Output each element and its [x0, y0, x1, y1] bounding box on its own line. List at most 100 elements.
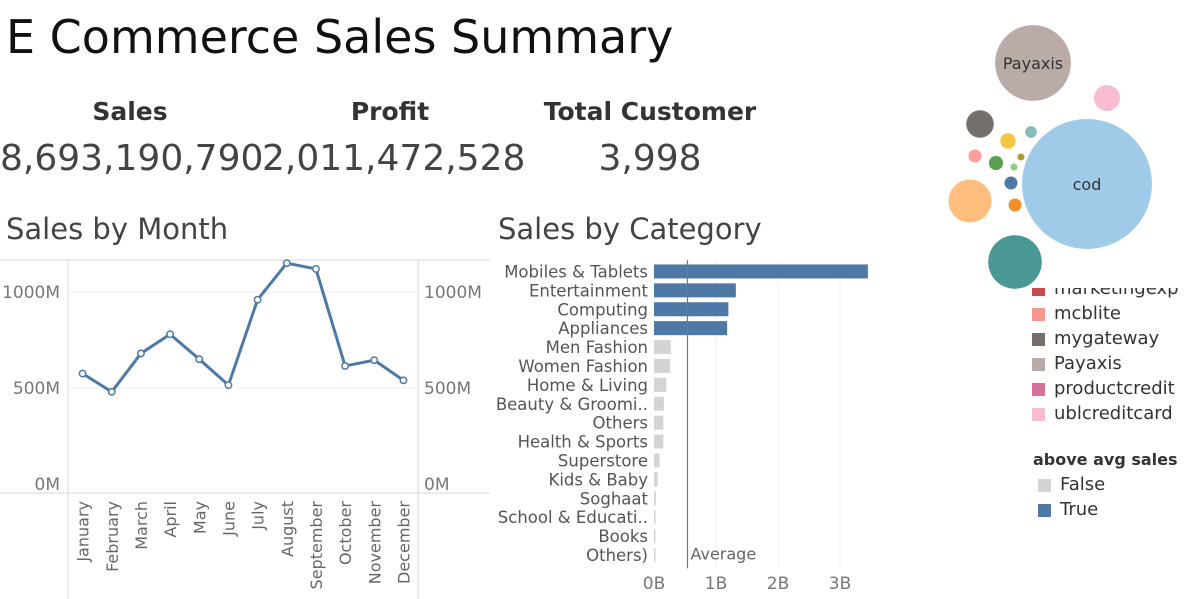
y-tick-label-left: 500M — [13, 379, 60, 399]
category-label: Superstore — [558, 451, 648, 470]
category-bar[interactable] — [654, 547, 656, 562]
x-tick-label: February — [103, 501, 122, 572]
x-tick-label: April — [161, 501, 180, 538]
category-bar[interactable] — [654, 529, 656, 544]
payment-legend-item[interactable]: ublcreditcard — [1032, 401, 1179, 426]
category-bar[interactable] — [654, 321, 728, 336]
y-tick-label-left: 0M — [35, 475, 60, 495]
payment-legend-item[interactable]: Payaxis — [1032, 351, 1179, 376]
x-tick-label: 3B — [829, 574, 851, 594]
category-bar[interactable] — [654, 340, 671, 355]
kpi-customer-value: 3,998 — [598, 138, 702, 179]
payment-bubble[interactable] — [1000, 133, 1016, 149]
legend-swatch — [1038, 503, 1051, 517]
y-tick-label-right: 1000M — [424, 283, 482, 303]
payment-legend-item[interactable]: mygateway — [1032, 326, 1179, 351]
legend-label: marketingexp — [1054, 288, 1179, 299]
category-bar[interactable] — [654, 491, 656, 506]
category-bar[interactable] — [654, 415, 664, 430]
y-tick-label-left: 1000M — [2, 283, 60, 303]
payment-method-legend[interactable]: marketingexp mcblite mygateway Payaxis produ… — [1032, 288, 1192, 438]
category-label: Computing — [557, 300, 648, 319]
line-point[interactable] — [224, 381, 233, 390]
line-point[interactable] — [282, 259, 291, 268]
payment-legend-item[interactable]: marketingexp — [1032, 288, 1179, 301]
x-tick-label: October — [336, 501, 355, 565]
line-point[interactable] — [136, 349, 145, 358]
line-point[interactable] — [78, 369, 87, 378]
legend-swatch — [1032, 382, 1045, 396]
legend-swatch — [1032, 307, 1045, 321]
x-tick-label: 1B — [705, 574, 727, 594]
payment-bubble[interactable] — [995, 25, 1071, 101]
category-bar[interactable] — [654, 510, 656, 525]
payment-bubble[interactable] — [948, 179, 992, 223]
category-label: Others — [593, 414, 648, 433]
category-bar[interactable] — [654, 453, 660, 468]
bubble-label: Payaxis — [1003, 54, 1063, 73]
sales-line[interactable] — [81, 261, 405, 394]
legend-label: mcblite — [1054, 303, 1121, 324]
above-avg-legend-item[interactable]: True — [1038, 497, 1105, 522]
line-point[interactable] — [399, 376, 408, 385]
category-bar[interactable] — [654, 396, 664, 411]
line-point[interactable] — [311, 265, 320, 273]
category-bar[interactable] — [654, 358, 671, 373]
x-tick-label: December — [394, 501, 413, 584]
line-point[interactable] — [341, 361, 350, 370]
category-label: Mobiles & Tablets — [504, 262, 648, 281]
category-label: Health & Sports — [518, 433, 648, 452]
x-tick-label: November — [365, 501, 384, 585]
category-bar[interactable] — [654, 302, 729, 317]
legend-label: Payaxis — [1054, 353, 1122, 374]
legend-swatch — [1032, 407, 1045, 421]
payment-bubble[interactable] — [968, 149, 982, 163]
bubble-label: cod — [1073, 175, 1102, 194]
payment-bubble[interactable] — [988, 235, 1042, 289]
average-label: Average — [690, 545, 756, 564]
kpi-customer-label: Total Customer — [543, 97, 757, 126]
payment-bubble[interactable] — [1017, 153, 1025, 161]
category-label: Beauty & Groomi.. — [496, 395, 648, 414]
category-bar[interactable] — [654, 377, 667, 392]
x-tick-label: May — [190, 501, 209, 534]
kpi-profit-label: Profit — [350, 97, 430, 126]
category-label: Men Fashion — [546, 338, 648, 357]
x-tick-label: 2B — [767, 574, 789, 594]
category-label: Appliances — [558, 319, 648, 338]
payment-bubble[interactable] — [1025, 126, 1037, 138]
payment-legend-item[interactable]: productcredit — [1032, 376, 1179, 401]
legend-label: False — [1060, 474, 1106, 495]
payment-legend-item[interactable]: mcblite — [1032, 301, 1179, 326]
payment-method-bubble-chart[interactable]: Payaxis cod — [920, 0, 1192, 300]
category-label: Kids & Baby — [549, 470, 649, 489]
above-avg-legend-item[interactable]: False — [1038, 472, 1105, 497]
category-bar[interactable] — [654, 472, 658, 487]
legend-label: ublcreditcard — [1054, 403, 1173, 424]
sales-by-category-chart[interactable]: Mobiles & TabletsEntertainmentComputingA… — [490, 250, 910, 599]
line-point[interactable] — [253, 295, 262, 304]
line-point[interactable] — [107, 387, 116, 396]
category-bar[interactable] — [654, 264, 868, 279]
sales-by-month-chart[interactable]: 0M 0M 500M 500M 1000M 1000M January February Mar… — [0, 250, 490, 599]
line-point[interactable] — [370, 356, 379, 365]
above-avg-legend[interactable]: False True — [1038, 472, 1105, 522]
legend-swatch — [1032, 332, 1045, 346]
x-tick-label: July — [249, 501, 268, 531]
payment-bubble[interactable] — [1094, 85, 1120, 111]
line-point[interactable] — [166, 330, 175, 339]
line-point[interactable] — [195, 355, 204, 364]
category-bar[interactable] — [654, 434, 664, 449]
category-bar[interactable] — [654, 283, 736, 298]
dashboard-title: E Commerce Sales Summary — [6, 10, 674, 64]
payment-bubble[interactable] — [966, 110, 994, 138]
payment-bubble[interactable] — [1022, 119, 1152, 249]
category-label: School & Educati.. — [498, 508, 648, 527]
y-tick-label-right: 500M — [424, 379, 471, 399]
payment-bubble[interactable] — [988, 155, 1004, 171]
legend-label: mygateway — [1054, 328, 1160, 349]
payment-bubble[interactable] — [1004, 176, 1018, 190]
payment-bubble[interactable] — [1008, 198, 1022, 212]
x-tick-label: September — [307, 501, 326, 590]
payment-bubble[interactable] — [1010, 163, 1018, 171]
